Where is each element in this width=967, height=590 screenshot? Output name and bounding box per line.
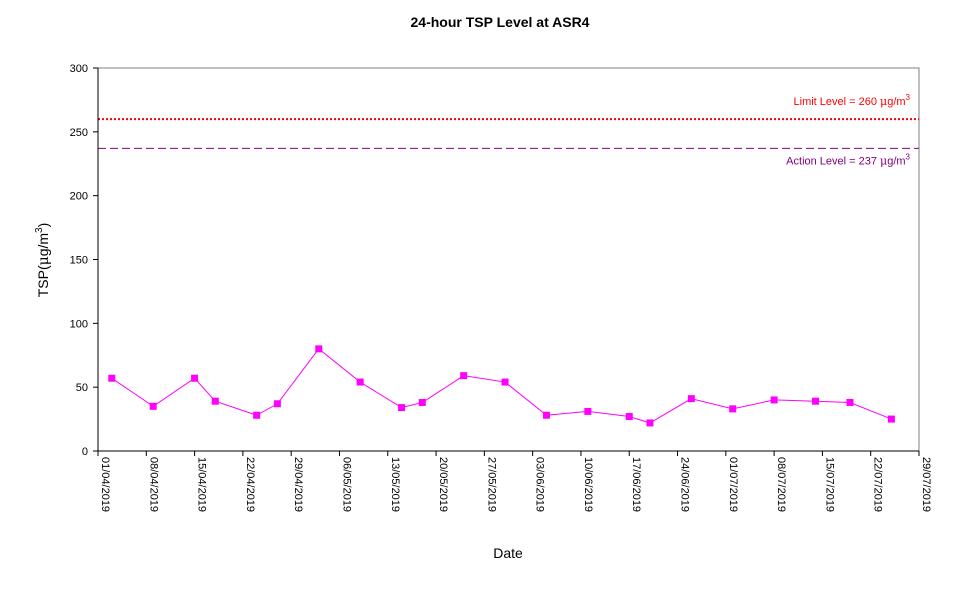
reference-line-label: Limit Level = 260 μg/m3 bbox=[794, 93, 911, 108]
x-tick-label: 01/07/2019 bbox=[727, 457, 739, 512]
x-tick-label: 24/06/2019 bbox=[679, 457, 691, 512]
data-point bbox=[211, 397, 219, 405]
y-axis-label-unit: g/m bbox=[35, 233, 51, 256]
chart-title: 24-hour TSP Level at ASR4 bbox=[411, 14, 590, 30]
series-line bbox=[111, 348, 892, 424]
x-tick-label: 29/04/2019 bbox=[292, 457, 304, 512]
y-tick-label: 50 bbox=[76, 382, 88, 394]
y-axis-label: TSP(μg/m3) bbox=[34, 223, 52, 298]
data-point bbox=[812, 397, 820, 405]
data-point bbox=[191, 374, 199, 382]
data-point bbox=[356, 378, 364, 386]
data-point bbox=[846, 398, 854, 406]
x-tick-label: 01/04/2019 bbox=[99, 457, 111, 512]
reference-line-label-sup: 3 bbox=[906, 93, 911, 102]
reference-line-label-mu: μ bbox=[880, 95, 887, 108]
data-point bbox=[646, 419, 654, 427]
x-axis: 01/04/2019 08/04/2019 15/04/2019 22/04/2019… bbox=[97, 450, 932, 512]
y-axis-label-base: TSP( bbox=[35, 265, 51, 297]
reference-line-label: Action Level = 237 μg/m3 bbox=[786, 152, 910, 167]
data-point bbox=[108, 374, 116, 382]
data-point bbox=[625, 413, 633, 421]
x-tick-label: 10/06/2019 bbox=[582, 457, 594, 512]
x-tick-label: 08/04/2019 bbox=[147, 457, 159, 512]
x-tick-label: 22/04/2019 bbox=[244, 457, 256, 512]
reference-line-label-text: Action Level = 237 bbox=[786, 155, 880, 167]
data-point bbox=[729, 405, 737, 413]
data-point bbox=[460, 372, 468, 380]
y-axis-label-close: ) bbox=[35, 223, 51, 228]
y-axis: 0 50 100 150 200 250 300 bbox=[70, 63, 99, 458]
data-point bbox=[501, 378, 509, 386]
y-tick-label: 150 bbox=[70, 255, 88, 267]
x-tick-label: 13/05/2019 bbox=[389, 457, 401, 512]
data-point bbox=[253, 411, 261, 419]
data-point bbox=[315, 345, 323, 353]
reference-line-label-mu: μ bbox=[880, 154, 887, 167]
data-point bbox=[273, 400, 281, 408]
y-tick-label: 100 bbox=[70, 318, 88, 330]
x-tick-label: 17/06/2019 bbox=[630, 457, 642, 512]
data-point bbox=[887, 415, 895, 423]
x-axis-label: Date bbox=[493, 545, 523, 561]
data-point bbox=[398, 404, 406, 412]
x-tick-label: 03/06/2019 bbox=[534, 457, 546, 512]
y-axis-label-mu: μ bbox=[36, 256, 52, 265]
reference-line-label-unit: g/m bbox=[887, 96, 905, 108]
data-point bbox=[687, 395, 695, 403]
data-point bbox=[149, 402, 157, 410]
y-tick-label: 250 bbox=[70, 127, 88, 139]
x-tick-label: 15/04/2019 bbox=[196, 457, 208, 512]
data-point bbox=[770, 396, 778, 404]
y-tick-label: 300 bbox=[70, 63, 88, 75]
y-axis-label-sup: 3 bbox=[34, 227, 45, 233]
data-point bbox=[584, 407, 592, 415]
x-tick-label: 08/07/2019 bbox=[775, 457, 787, 512]
series-group bbox=[108, 345, 895, 427]
x-tick-label: 22/07/2019 bbox=[872, 457, 884, 512]
plot-area bbox=[97, 67, 920, 452]
reference-line-label-text: Limit Level = 260 bbox=[794, 96, 881, 108]
x-tick-label: 29/07/2019 bbox=[920, 457, 932, 512]
x-tick-label: 20/05/2019 bbox=[437, 457, 449, 512]
data-point bbox=[418, 398, 426, 406]
x-tick-label: 15/07/2019 bbox=[823, 457, 835, 512]
x-tick-label: 27/05/2019 bbox=[485, 457, 497, 512]
reference-line-label-unit: g/m bbox=[887, 155, 905, 167]
reference-line-label-sup: 3 bbox=[906, 152, 911, 161]
y-tick-label: 0 bbox=[82, 446, 88, 458]
x-tick-label: 06/05/2019 bbox=[340, 457, 352, 512]
data-point bbox=[542, 411, 550, 419]
y-tick-label: 200 bbox=[70, 191, 88, 203]
